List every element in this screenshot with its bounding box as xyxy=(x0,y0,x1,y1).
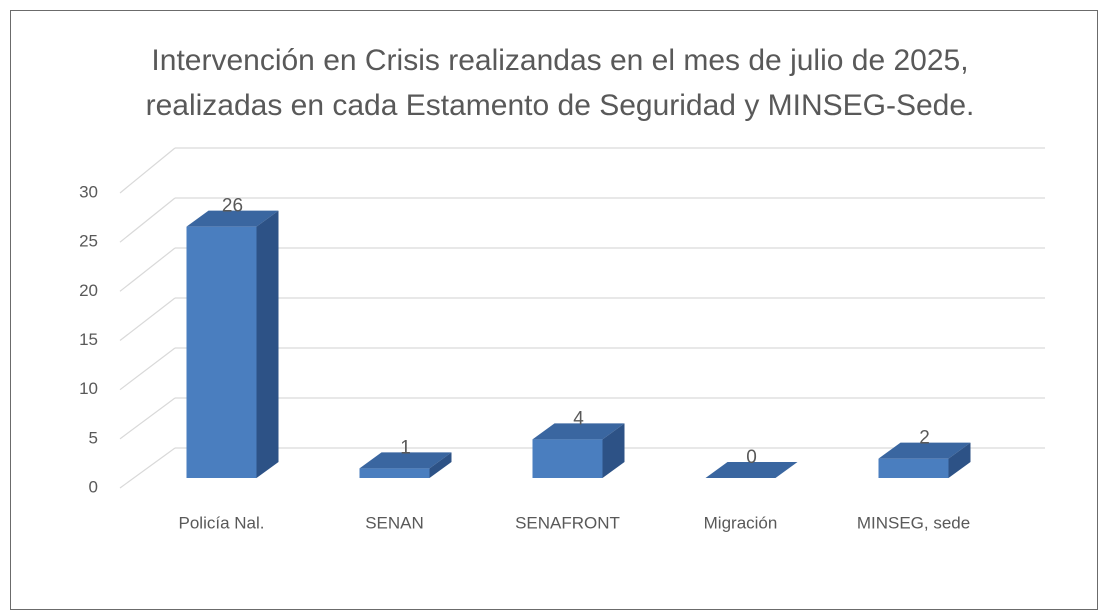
bar-top xyxy=(532,423,625,440)
bar xyxy=(532,439,603,478)
x-tick-label: Policía Nal. xyxy=(179,513,265,532)
bar-side xyxy=(256,210,279,478)
y-tick-label: 20 xyxy=(79,281,98,300)
grid-line xyxy=(119,447,176,489)
grid-line xyxy=(119,297,176,341)
x-tick-label: MINSEG, sede xyxy=(857,513,970,532)
grid-line xyxy=(119,397,176,440)
x-tick-label: Migración xyxy=(704,513,778,532)
grid-line xyxy=(119,197,176,243)
bar-side xyxy=(602,423,625,478)
bar-top xyxy=(186,210,279,227)
bar xyxy=(878,458,949,478)
y-tick-label: 10 xyxy=(79,379,98,398)
grid-line xyxy=(119,247,176,292)
data-label: 4 xyxy=(573,408,584,429)
bar-top xyxy=(359,452,452,469)
y-tick-label: 25 xyxy=(79,232,98,251)
x-tick-label: SENAN xyxy=(365,513,424,532)
grid-line xyxy=(119,147,176,194)
data-label: 26 xyxy=(222,196,243,217)
chart-title: Intervención en Crisis realizandas en el… xyxy=(145,44,975,122)
y-tick-label: 15 xyxy=(79,330,98,349)
y-tick-label: 0 xyxy=(89,477,98,496)
bar-top xyxy=(878,442,971,459)
data-label: 2 xyxy=(919,428,930,449)
bar xyxy=(359,468,430,478)
data-label: 1 xyxy=(400,437,411,458)
y-tick-label: 5 xyxy=(89,428,98,447)
y-tick-label: 30 xyxy=(79,182,98,201)
bar-side xyxy=(429,452,452,478)
x-tick-label: SENAFRONT xyxy=(515,513,620,532)
data-label: 0 xyxy=(746,447,757,468)
bar xyxy=(186,226,257,478)
bar-side xyxy=(948,442,971,478)
grid-line xyxy=(119,347,176,391)
bar-top xyxy=(705,462,798,478)
